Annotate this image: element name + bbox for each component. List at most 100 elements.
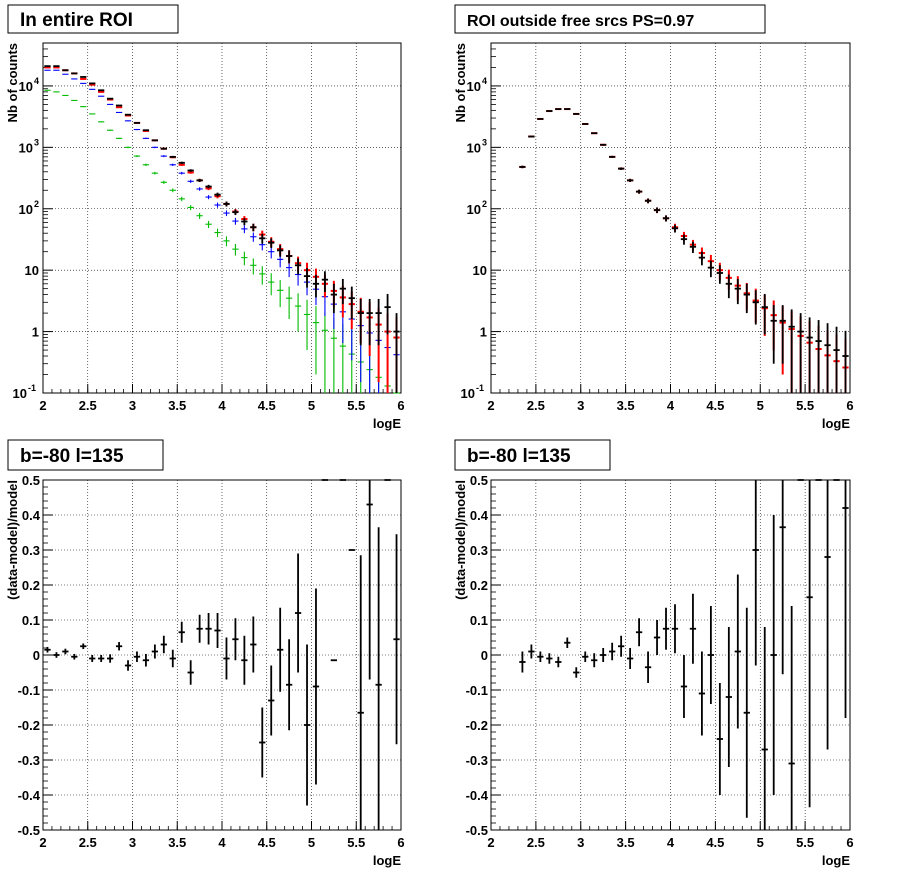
data-point [187, 179, 194, 183]
y-tick-label: -0.4 [18, 788, 41, 803]
data-series [519, 479, 849, 830]
x-tick-label: 3.5 [168, 398, 186, 413]
data-point [653, 207, 661, 214]
y-tick-label: 0.1 [22, 613, 40, 628]
data-point [250, 616, 257, 673]
x-tick-label: 2.5 [527, 398, 545, 413]
data-point [106, 129, 114, 131]
data-point [205, 195, 212, 200]
x-tick-label: 5 [757, 835, 764, 850]
x-tick-label: 4 [667, 398, 675, 413]
data-point [330, 283, 338, 314]
data-point [196, 178, 203, 182]
data-point [232, 209, 239, 216]
data-point [591, 653, 598, 668]
y-tick-label: 10 [467, 202, 481, 217]
x-tick-label: 2 [39, 835, 46, 850]
y-tick-label: 0.4 [22, 508, 41, 523]
x-tick-label: 6 [397, 835, 404, 850]
data-point [591, 132, 598, 135]
data-point [160, 147, 167, 150]
title-box [7, 4, 179, 34]
x-axis-label: logE [822, 416, 850, 431]
x-axis-label: logE [822, 853, 850, 868]
data-point [366, 298, 373, 346]
y-tick-label: 0.2 [470, 578, 488, 593]
data-point [115, 111, 123, 113]
y-tick-label: -0.3 [18, 753, 40, 768]
x-tick-label: 2 [487, 835, 494, 850]
x-tick-label: 5.5 [796, 398, 814, 413]
data-point [44, 89, 51, 91]
data-point [124, 660, 132, 671]
data-point [259, 233, 266, 244]
data-point [115, 137, 123, 140]
data-point [241, 251, 248, 266]
y-tick-label: 0.3 [470, 543, 488, 558]
data-point [241, 635, 248, 685]
x-tick-label: 3 [129, 835, 136, 850]
data-point [555, 108, 562, 110]
y-tick-label: 10 [19, 202, 33, 217]
x-tick-label: 3 [577, 398, 584, 413]
y-axis-label: (data-model)/model [5, 480, 20, 600]
x-tick-label: 2 [39, 398, 46, 413]
data-point [725, 274, 732, 299]
data-point [662, 215, 670, 222]
x-tick-label: 4 [667, 835, 675, 850]
data-point [268, 665, 275, 736]
data-point [124, 146, 132, 149]
y-tick-label: 10 [473, 263, 487, 278]
data-point [671, 604, 679, 654]
data-point [250, 232, 257, 242]
data-point [770, 305, 777, 364]
y-tick-label: 1 [32, 325, 39, 340]
data-point [71, 653, 78, 660]
data-point [788, 606, 795, 830]
y-tick-label: 0.2 [22, 578, 40, 593]
data-point [285, 260, 293, 278]
data-point [312, 306, 320, 375]
data-point [53, 91, 60, 93]
x-tick-label: 5 [757, 398, 764, 413]
y-tick-label: 0.3 [22, 543, 40, 558]
data-point [133, 122, 141, 124]
data-point [232, 217, 239, 225]
y-tick-exponent: -1 [28, 383, 36, 393]
data-point [537, 118, 544, 120]
data-point [716, 683, 724, 795]
y-tick-exponent: 3 [34, 137, 39, 147]
data-point [259, 707, 266, 778]
data-point [133, 651, 141, 662]
data-point [806, 480, 813, 808]
data-point [214, 192, 221, 197]
data-point [106, 103, 114, 105]
data-point [106, 654, 114, 663]
data-point [689, 593, 697, 664]
data-point [842, 330, 849, 393]
data-point [582, 123, 589, 125]
data-point [312, 274, 320, 298]
data-point [294, 553, 302, 673]
data-point [214, 228, 221, 238]
data-point [169, 188, 176, 193]
data-point [321, 312, 329, 393]
data-point [644, 651, 652, 683]
data-point [62, 648, 69, 655]
data-point [797, 313, 804, 393]
y-axis-label: Nb of counts [5, 43, 20, 122]
data-point [393, 313, 400, 393]
data-point [223, 210, 230, 217]
y-tick-label: -0.5 [466, 823, 488, 838]
y-tick-label: 10 [13, 386, 27, 401]
x-tick-label: 2.5 [527, 835, 545, 850]
data-point [98, 655, 105, 662]
data-point [142, 129, 150, 132]
x-tick-label: 3 [129, 398, 136, 413]
data-point [106, 97, 114, 100]
x-tick-label: 6 [846, 835, 853, 850]
data-point [294, 258, 302, 275]
x-tick-label: 4.5 [706, 398, 724, 413]
data-point [151, 139, 159, 142]
data-point [680, 655, 688, 718]
